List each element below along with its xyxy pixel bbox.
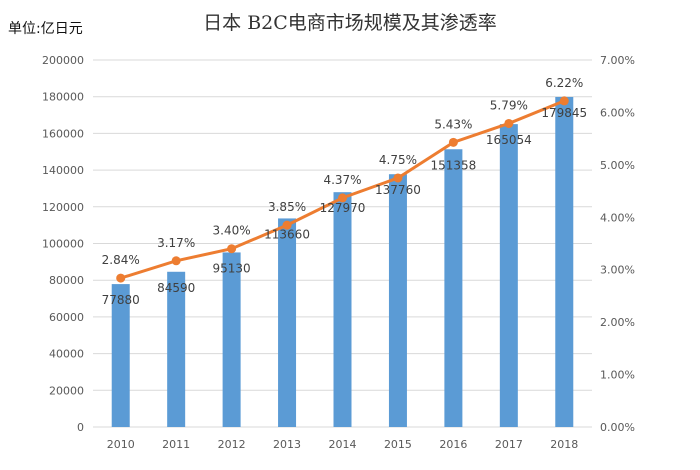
bar — [499, 124, 518, 427]
bar — [333, 192, 352, 427]
x-tick-label: 2018 — [550, 438, 578, 451]
x-tick-label: 2015 — [384, 438, 412, 451]
x-tick-label: 2011 — [162, 438, 190, 451]
line-point — [448, 137, 458, 147]
bar — [278, 218, 297, 427]
left-tick-label: 140000 — [42, 164, 84, 177]
line-data-label: 5.79% — [490, 98, 528, 112]
bar-data-label: 77880 — [102, 293, 140, 307]
x-tick-label: 2014 — [329, 438, 357, 451]
line-point — [504, 118, 514, 128]
bar-data-label: 84590 — [157, 281, 195, 295]
left-tick-label: 160000 — [42, 127, 84, 140]
x-tick-label: 2016 — [439, 438, 467, 451]
line-point — [393, 173, 403, 183]
left-tick-label: 40000 — [49, 348, 84, 361]
x-tick-label: 2013 — [273, 438, 301, 451]
right-tick-label: 7.00% — [600, 54, 635, 67]
left-tick-label: 180000 — [42, 91, 84, 104]
left-tick-label: 80000 — [49, 274, 84, 287]
right-tick-label: 2.00% — [600, 316, 635, 329]
bar — [111, 284, 130, 427]
line-point — [116, 273, 126, 283]
line-point — [227, 244, 237, 254]
line-point — [559, 96, 569, 106]
x-tick-label: 2017 — [495, 438, 523, 451]
right-tick-label: 4.00% — [600, 211, 635, 224]
line-data-label: 2.84% — [102, 253, 140, 267]
line-data-label: 4.37% — [323, 173, 361, 187]
left-tick-label: 120000 — [42, 201, 84, 214]
left-tick-label: 20000 — [49, 384, 84, 397]
line-data-label: 3.17% — [157, 236, 195, 250]
right-tick-label: 6.00% — [600, 106, 635, 119]
line-data-label: 5.43% — [434, 117, 472, 131]
bar-data-label: 113660 — [264, 227, 310, 241]
left-tick-label: 0 — [77, 421, 84, 434]
x-tick-label: 2012 — [218, 438, 246, 451]
bar-data-label: 165054 — [486, 133, 532, 147]
right-tick-label: 5.00% — [600, 159, 635, 172]
unit-label: 单位:亿日元 — [8, 21, 83, 37]
bar — [388, 174, 407, 427]
right-tick-label: 1.00% — [600, 369, 635, 382]
line-data-label: 3.40% — [213, 224, 251, 238]
line-point — [338, 193, 347, 203]
bar-data-label: 127970 — [320, 201, 366, 215]
x-tick-label: 2010 — [107, 438, 135, 451]
line-point — [171, 256, 181, 266]
bar — [222, 252, 241, 427]
bar-data-label: 179845 — [541, 106, 587, 120]
bar — [444, 149, 463, 428]
line-data-label: 4.75% — [379, 153, 417, 167]
left-tick-label: 60000 — [49, 311, 84, 324]
right-tick-label: 3.00% — [600, 264, 635, 277]
chart-title: 日本 B2C电商市场规模及其渗透率 — [203, 12, 497, 34]
left-tick-label: 200000 — [42, 54, 84, 67]
left-tick-label: 100000 — [42, 238, 84, 251]
bar — [167, 271, 186, 427]
line-data-label: 3.85% — [268, 200, 306, 214]
bar-data-label: 137760 — [375, 183, 421, 197]
line-data-label: 6.22% — [545, 76, 583, 90]
line-point — [282, 220, 292, 230]
bar — [555, 96, 574, 427]
right-tick-label: 0.00% — [600, 421, 635, 434]
bar-data-label: 95130 — [213, 261, 251, 275]
bar-data-label: 151358 — [430, 158, 476, 172]
